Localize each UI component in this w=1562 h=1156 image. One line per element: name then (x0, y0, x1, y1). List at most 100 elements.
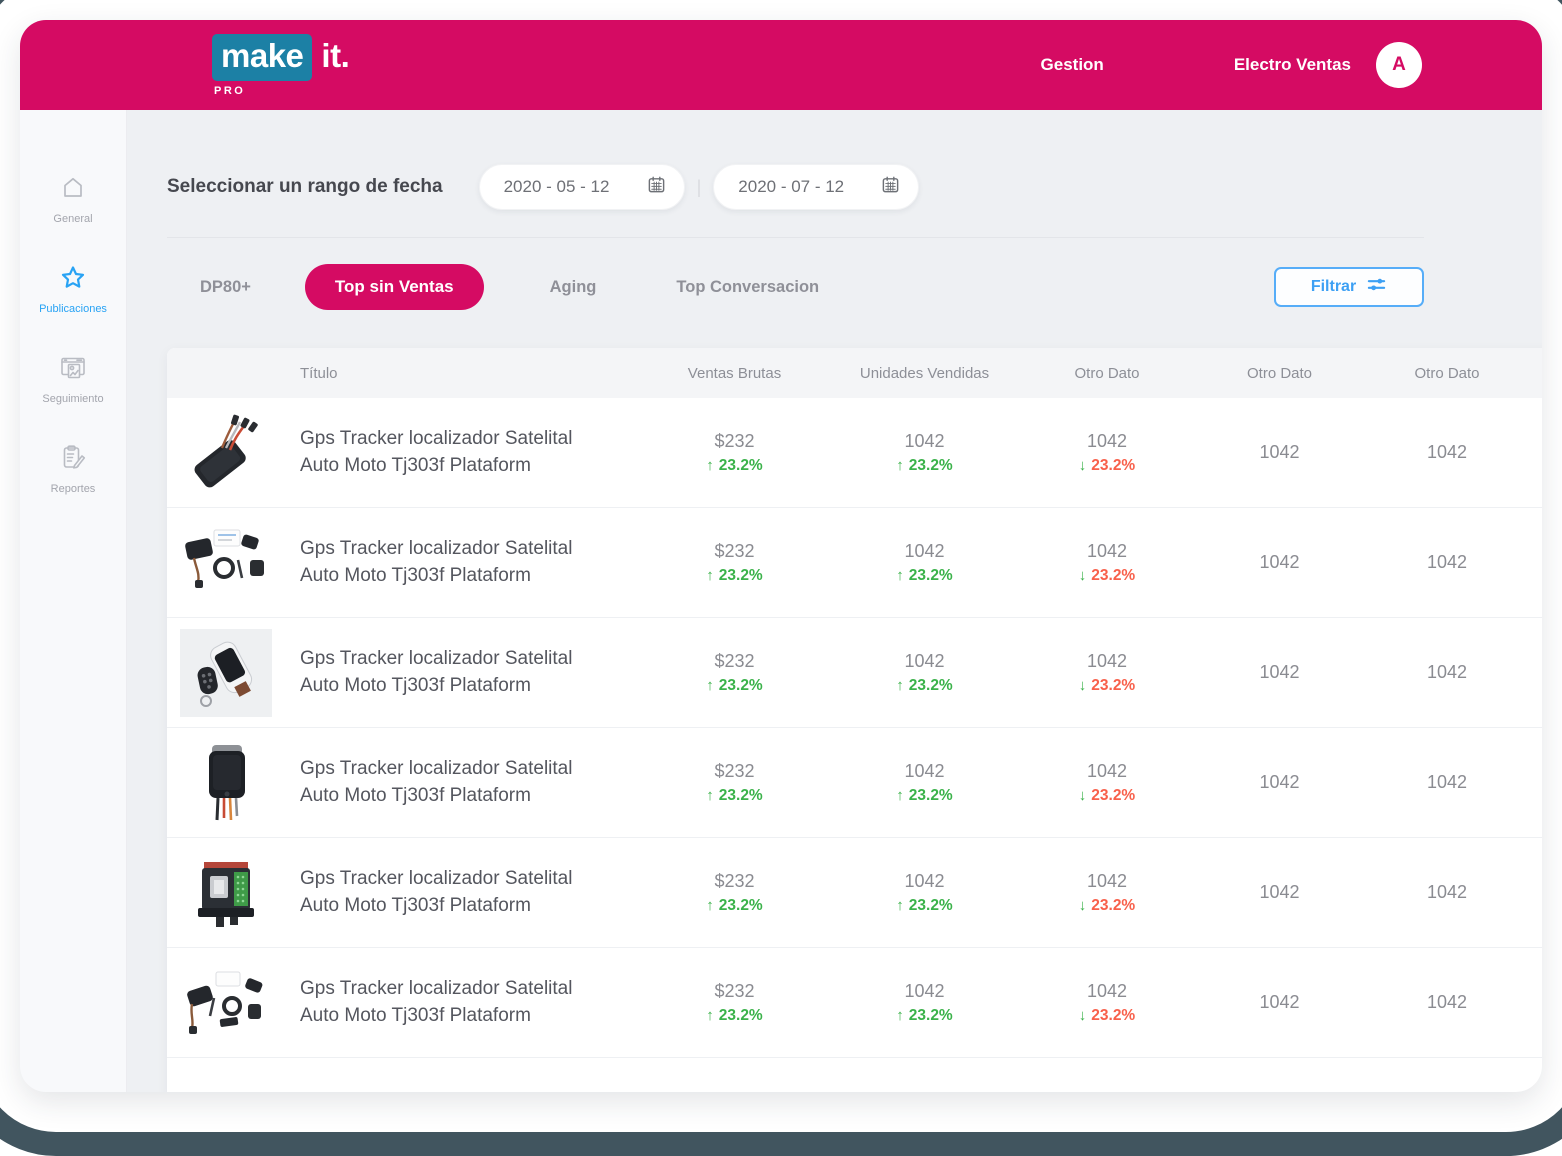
unidades-vendidas-value: 1042 (904, 760, 945, 781)
ventas-brutas-value: $232 (714, 980, 755, 1001)
column-header: Ventas Brutas (687, 364, 782, 382)
trend-arrow-icon: ↑ (706, 897, 714, 914)
otro-dato-2-cell: 1042 (1197, 552, 1362, 573)
unidades-vendidas-trend: ↑ 23.2% (896, 456, 953, 475)
account-name[interactable]: Electro Ventas (1233, 55, 1351, 74)
date-separator: | (696, 176, 702, 197)
logo-make-text: make (212, 33, 313, 81)
otro-dato-2-cell: 1042 (1197, 992, 1362, 1013)
calendar-icon (881, 175, 900, 199)
sidebar-item-seguimiento[interactable]: Seguimiento (20, 352, 126, 405)
otro-dato-1-trend: ↓ 23.2% (1078, 566, 1136, 585)
ventas-brutas-value: $232 (714, 650, 755, 671)
tab-aging[interactable]: Aging (549, 277, 597, 296)
product-title: Gps Tracker localizador Satelital Auto M… (300, 978, 573, 1026)
gps-tracker-remote-photo (180, 628, 272, 717)
sidebar-item-label: Seguimiento (42, 393, 104, 405)
monitor-chart-icon (57, 352, 89, 384)
otro-dato-1-cell: 1042 ↓ 23.2% (1017, 981, 1197, 1025)
otro-dato-3-value: 1042 (1426, 882, 1468, 902)
unidades-vendidas-value: 1042 (904, 540, 945, 561)
otro-dato-3-cell: 1042 (1362, 882, 1532, 903)
ventas-brutas-cell: $232 ↑ 23.2% (637, 871, 832, 915)
unidades-vendidas-cell: 1042 ↑ 23.2% (832, 871, 1017, 915)
unidades-vendidas-cell: 1042 ↑ 23.2% (832, 431, 1017, 475)
date-from-picker[interactable]: 2020 - 05 - 12 (478, 164, 685, 210)
trend-arrow-icon: ↓ (1078, 677, 1087, 694)
gps-tracker-box-photo (180, 739, 272, 827)
product-cell: Gps Tracker localizador Satelital Auto M… (167, 959, 637, 1047)
top-bar: make it. PRO Gestion Electro Ventas A (20, 20, 1542, 110)
unidades-vendidas-trend: ↑ 23.2% (896, 1006, 953, 1025)
otro-dato-1-trend: ↓ 23.2% (1078, 456, 1136, 475)
table-row[interactable]: Gps Tracker localizador Satelital Auto M… (167, 398, 1542, 508)
otro-dato-1-value: 1042 (1086, 870, 1128, 891)
column-header: Otro Dato (1414, 364, 1480, 382)
table-row[interactable]: Gps Tracker localizador Satelital Auto M… (167, 948, 1542, 1058)
section-divider (167, 237, 1424, 238)
gps-tracker-device-photo (180, 409, 272, 497)
table-row[interactable]: Gps Tracker localizador Satelital Auto M… (167, 618, 1542, 728)
trend-arrow-icon: ↓ (1078, 897, 1087, 914)
ventas-brutas-value: $232 (714, 430, 755, 451)
unidades-vendidas-cell: 1042 ↑ 23.2% (832, 541, 1017, 585)
ventas-brutas-trend: ↑ 23.2% (706, 786, 763, 805)
date-range-label: Seleccionar un rango de fecha (167, 176, 443, 197)
trend-arrow-icon: ↑ (706, 1007, 714, 1024)
otro-dato-1-trend: ↓ 23.2% (1078, 1006, 1136, 1025)
trend-arrow-icon: ↑ (706, 567, 714, 584)
unidades-vendidas-value: 1042 (904, 430, 945, 451)
product-title: Gps Tracker localizador Satelital Auto M… (300, 868, 573, 916)
unidades-vendidas-value: 1042 (904, 870, 945, 891)
trend-arrow-icon: ↑ (706, 787, 714, 804)
trend-arrow-icon: ↑ (706, 677, 714, 694)
app-logo[interactable]: make it. PRO (212, 33, 350, 97)
otro-dato-2-cell: 1042 (1197, 882, 1362, 903)
tab-top-sin-ventas[interactable]: Top sin Ventas (304, 264, 484, 310)
column-header: Otro Dato (1074, 364, 1140, 382)
otro-dato-1-trend: ↓ 23.2% (1078, 676, 1136, 695)
otro-dato-1-value: 1042 (1086, 430, 1128, 451)
table-row[interactable]: Gps Tracker localizador Satelital Auto M… (167, 728, 1542, 838)
date-to-picker[interactable]: 2020 - 07 - 12 (713, 164, 920, 210)
otro-dato-3-cell: 1042 (1362, 552, 1532, 573)
star-icon (57, 262, 89, 294)
logo-it-text: it. (321, 36, 350, 74)
app-window: make it. PRO Gestion Electro Ventas A Ge… (20, 20, 1542, 1092)
ventas-brutas-trend: ↑ 23.2% (706, 456, 763, 475)
trend-arrow-icon: ↑ (896, 897, 904, 914)
otro-dato-2-value: 1042 (1259, 552, 1300, 572)
product-cell: Gps Tracker localizador Satelital Auto M… (167, 519, 637, 607)
otro-dato-3-value: 1042 (1426, 772, 1468, 792)
otro-dato-2-value: 1042 (1259, 662, 1300, 682)
ventas-brutas-cell: $232 ↑ 23.2% (637, 761, 832, 805)
filter-button[interactable]: Filtrar (1274, 267, 1424, 307)
otro-dato-1-value: 1042 (1086, 650, 1128, 671)
otro-dato-1-cell: 1042 ↓ 23.2% (1017, 871, 1197, 915)
filter-button-label: Filtrar (1310, 278, 1357, 295)
otro-dato-2-value: 1042 (1259, 992, 1300, 1012)
table-row[interactable]: Gps Tracker localizador Satelital Auto M… (167, 508, 1542, 618)
trend-arrow-icon: ↑ (896, 677, 904, 694)
otro-dato-2-cell: 1042 (1197, 662, 1362, 683)
unidades-vendidas-value: 1042 (904, 980, 945, 1001)
unidades-vendidas-cell: 1042 ↑ 23.2% (832, 651, 1017, 695)
trend-arrow-icon: ↓ (1078, 567, 1087, 584)
product-title: Gps Tracker localizador Satelital Auto M… (300, 648, 573, 696)
sidebar-item-publicaciones[interactable]: Publicaciones (20, 262, 126, 315)
ventas-brutas-trend: ↑ 23.2% (706, 566, 763, 585)
otro-dato-2-value: 1042 (1259, 882, 1300, 902)
sidebar-item-reportes[interactable]: Reportes (20, 442, 126, 495)
tab-dp80-[interactable]: DP80+ (200, 277, 251, 296)
otro-dato-3-cell: 1042 (1362, 442, 1532, 463)
tab-top-conversacion[interactable]: Top Conversacion (676, 277, 820, 296)
otro-dato-3-value: 1042 (1426, 992, 1468, 1012)
avatar[interactable]: A (1376, 42, 1422, 88)
sidebar-item-general[interactable]: General (20, 172, 126, 225)
nav-gestion[interactable]: Gestion (1040, 55, 1104, 74)
otro-dato-1-trend: ↓ 23.2% (1078, 786, 1136, 805)
table-row[interactable]: Gps Tracker localizador Satelital Auto M… (167, 838, 1542, 948)
otro-dato-3-cell: 1042 (1362, 772, 1532, 793)
ventas-brutas-trend: ↑ 23.2% (706, 1006, 763, 1025)
sidebar: General Publicaciones Seguimiento Report… (20, 110, 127, 1092)
